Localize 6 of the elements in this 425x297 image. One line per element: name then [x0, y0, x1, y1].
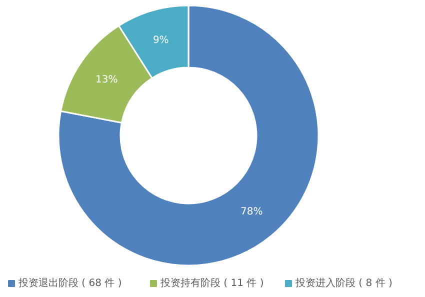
- data-label: 9%: [152, 34, 169, 46]
- data-label: 13%: [96, 74, 118, 86]
- legend-label: 投资退出阶段 ( 68 件 ): [18, 277, 122, 289]
- data-label: 78%: [240, 206, 263, 218]
- legend-label: 投资持有阶段 ( 11 件 ): [160, 277, 264, 289]
- legend-label: 投资进入阶段 ( 8 件 ): [294, 277, 392, 289]
